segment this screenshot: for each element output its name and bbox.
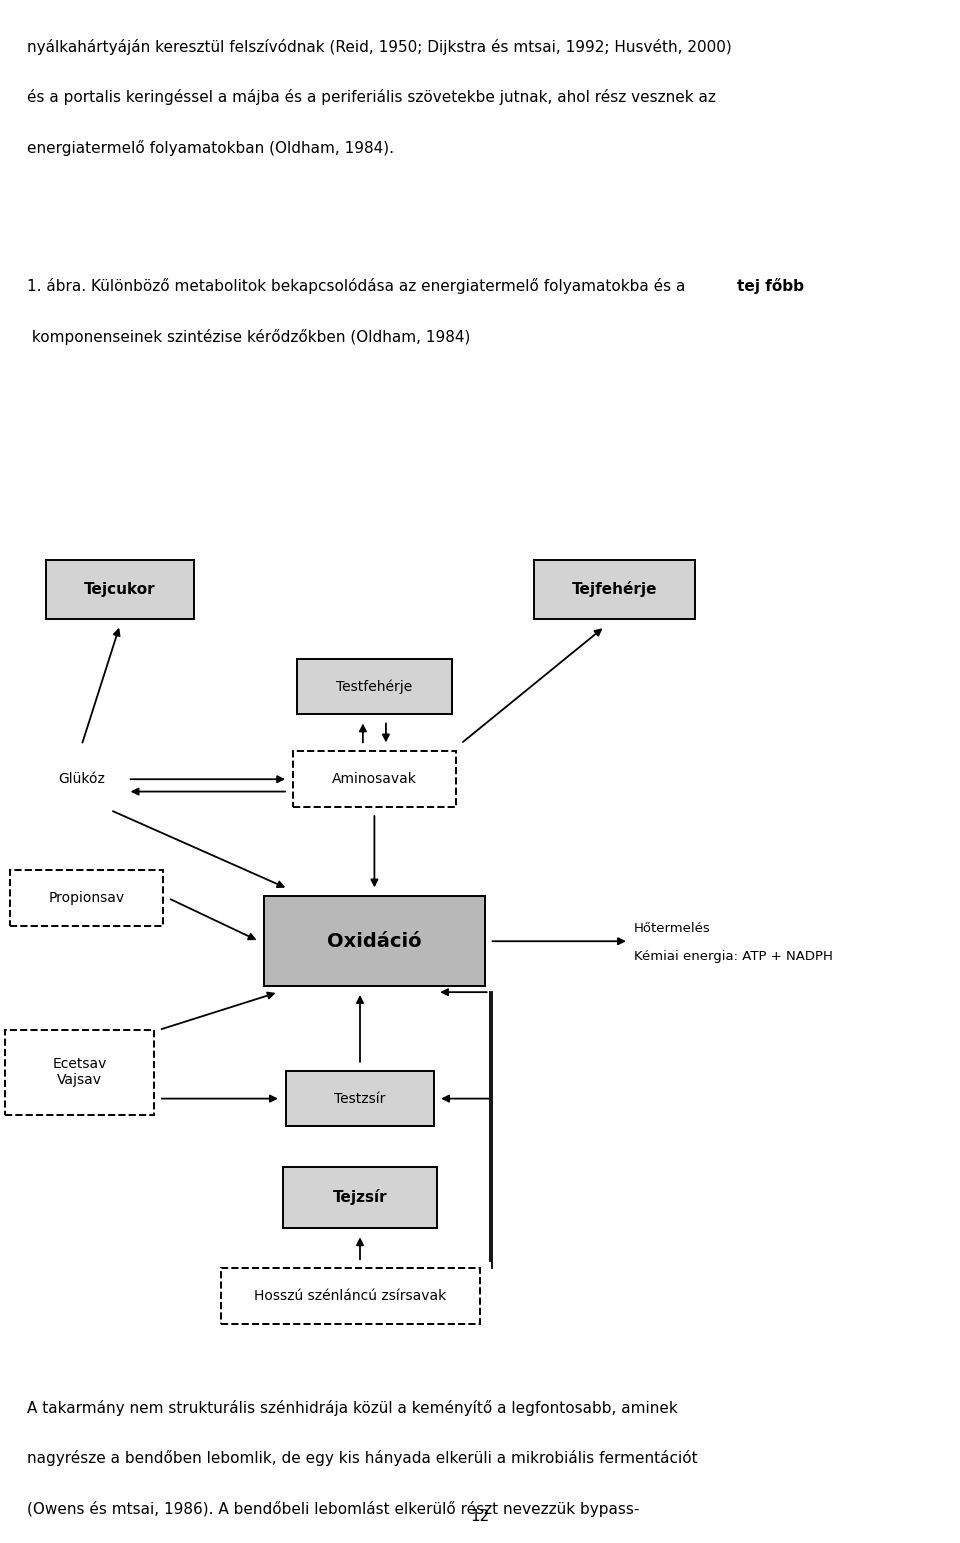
Text: és a portalis keringéssel a májba és a periferiális szövetekbe jutnak, ahol rész: és a portalis keringéssel a májba és a p… [27, 89, 716, 105]
Text: nagyrésze a bendőben lebomlik, de egy kis hányada elkerüli a mikrobiális ferment: nagyrésze a bendőben lebomlik, de egy ki… [27, 1450, 698, 1466]
Text: Propionsav: Propionsav [48, 890, 125, 906]
Text: energiatermelő folyamatokban (Oldham, 1984).: energiatermelő folyamatokban (Oldham, 19… [27, 140, 394, 156]
FancyBboxPatch shape [293, 751, 456, 807]
Text: Glükóz: Glükóz [59, 772, 105, 787]
Text: komponenseinek szintézise kérődzőkben (Oldham, 1984): komponenseinek szintézise kérődzőkben (O… [27, 329, 470, 344]
Text: Tejcukor: Tejcukor [84, 582, 156, 597]
Text: Testfehérje: Testfehérje [336, 679, 413, 694]
Text: 1. ábra. Különböző metabolitok bekapcsolódása az energiatermelő folyamatokba és : 1. ábra. Különböző metabolitok bekapcsol… [27, 278, 690, 293]
FancyBboxPatch shape [6, 1031, 154, 1114]
Text: nyálkahártyáján keresztül felszívódnak (Reid, 1950; Dijkstra és mtsai, 1992; Hus: nyálkahártyáján keresztül felszívódnak (… [27, 39, 732, 54]
Text: Tejfehérje: Tejfehérje [571, 582, 658, 597]
Text: Tejzsír: Tejzsír [333, 1190, 387, 1205]
Text: A takarmány nem strukturális szénhidrája közül a keményítő a legfontosabb, amine: A takarmány nem strukturális szénhidrája… [27, 1400, 678, 1415]
Text: Ecetsav
Vajsav: Ecetsav Vajsav [53, 1057, 107, 1088]
Text: Hőtermelés: Hőtermelés [634, 923, 710, 935]
FancyBboxPatch shape [264, 896, 485, 986]
FancyBboxPatch shape [10, 870, 163, 926]
FancyBboxPatch shape [286, 1071, 434, 1126]
Text: Kémiai energia: ATP + NADPH: Kémiai energia: ATP + NADPH [634, 950, 832, 963]
Text: Oxidáció: Oxidáció [327, 932, 421, 950]
FancyBboxPatch shape [221, 1268, 480, 1324]
FancyBboxPatch shape [46, 560, 194, 619]
Text: tej főbb: tej főbb [737, 278, 804, 293]
Text: 12: 12 [470, 1509, 490, 1524]
Text: (Owens és mtsai, 1986). A bendőbeli lebomlást elkerülő részt nevezzük bypass-: (Owens és mtsai, 1986). A bendőbeli lebo… [27, 1501, 639, 1517]
FancyBboxPatch shape [297, 659, 452, 714]
FancyBboxPatch shape [534, 560, 695, 619]
Text: Hosszú szénláncú zsírsavak: Hosszú szénláncú zsírsavak [254, 1288, 446, 1304]
FancyBboxPatch shape [283, 1167, 437, 1228]
Text: Testzsír: Testzsír [334, 1091, 386, 1106]
Text: Aminosavak: Aminosavak [332, 772, 417, 787]
